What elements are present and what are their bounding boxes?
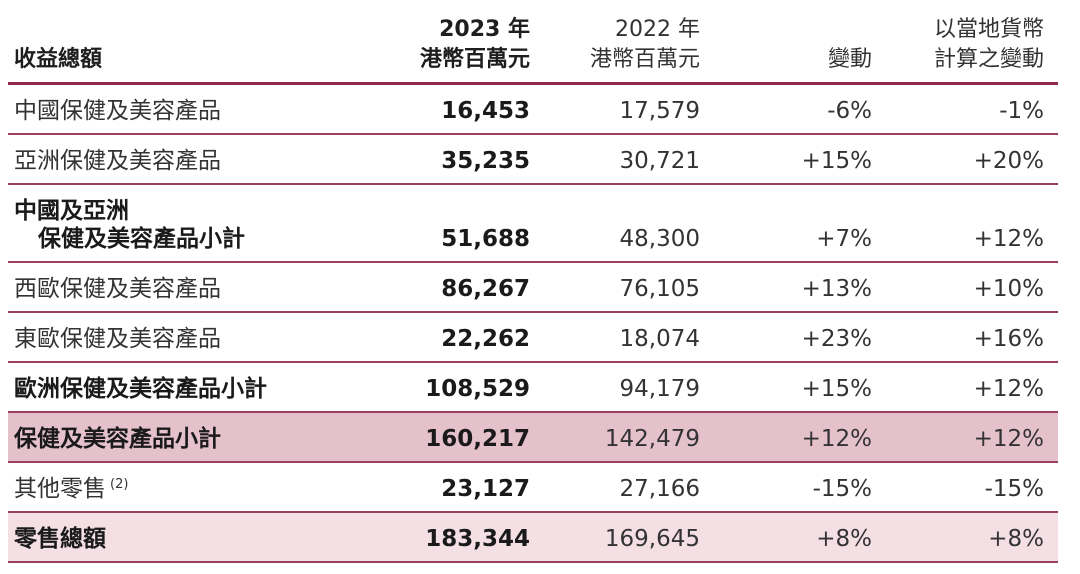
- header-2023-unit: 港幣百萬元: [419, 47, 530, 72]
- table-row-total: 零售總額 183,344 169,645 +8% +8%: [8, 513, 1058, 563]
- value-2022: 94,179: [619, 376, 700, 402]
- value-2022: 76,105: [619, 276, 700, 302]
- value-local-change: +16%: [973, 326, 1044, 352]
- header-local-change: 以當地貨幣 計算之變動: [934, 15, 1044, 75]
- header-label: 收益總額: [14, 47, 103, 72]
- value-2023: 23,127: [441, 476, 530, 502]
- table-row: 東歐保健及美容產品 22,262 18,074 +23% +16%: [8, 313, 1058, 363]
- row-label: 西歐保健及美容產品: [14, 276, 221, 302]
- value-local-change: +20%: [973, 148, 1044, 174]
- row-label: 中國保健及美容產品: [14, 98, 221, 124]
- row-label: 中國及亞洲 保健及美容產品小計: [14, 197, 245, 253]
- value-change: -15%: [812, 476, 872, 502]
- value-2022: 30,721: [619, 148, 700, 174]
- header-change: 變動: [827, 47, 872, 72]
- value-2022: 17,579: [619, 98, 700, 124]
- value-2022: 169,645: [604, 526, 700, 552]
- header-2022: 2022 年 港幣百萬元: [590, 15, 700, 75]
- header-2023-year: 2023 年: [439, 17, 530, 42]
- table-row: 亞洲保健及美容產品 35,235 30,721 +15% +20%: [8, 135, 1058, 185]
- row-label: 零售總額: [14, 526, 106, 552]
- row-label-line1: 中國及亞洲: [14, 198, 129, 224]
- header-2022-year: 2022 年: [615, 17, 700, 42]
- header-2023: 2023 年 港幣百萬元: [420, 15, 530, 75]
- table-row: 中國保健及美容產品 16,453 17,579 -6% -1%: [8, 85, 1058, 135]
- value-local-change: -15%: [984, 476, 1044, 502]
- value-local-change: +12%: [973, 376, 1044, 402]
- value-change: +13%: [801, 276, 872, 302]
- value-local-change: +10%: [973, 276, 1044, 302]
- table-row-subtotal: 歐洲保健及美容產品小計 108,529 94,179 +15% +12%: [8, 363, 1058, 413]
- value-change: +23%: [801, 326, 872, 352]
- revenue-table: 收益總額 2023 年 港幣百萬元 2022 年 港幣百萬元 變動 以當地貨幣 …: [8, 10, 1058, 563]
- value-2023: 183,344: [425, 526, 530, 552]
- value-change: +8%: [816, 526, 872, 552]
- row-label: 其他零售 (2): [14, 471, 128, 503]
- header-local-line1: 以當地貨幣: [933, 17, 1044, 42]
- value-change: +15%: [801, 148, 872, 174]
- value-2023: 35,235: [441, 148, 530, 174]
- value-2023: 86,267: [441, 276, 530, 302]
- value-local-change: +8%: [988, 526, 1044, 552]
- value-2023: 22,262: [441, 326, 530, 352]
- value-local-change: +12%: [973, 226, 1044, 252]
- value-2022: 18,074: [619, 326, 700, 352]
- value-2022: 27,166: [619, 476, 700, 502]
- value-2023: 16,453: [441, 98, 530, 124]
- value-local-change: +12%: [973, 426, 1044, 452]
- table-row: 其他零售 (2) 23,127 27,166 -15% -15%: [8, 463, 1058, 513]
- value-2023: 51,688: [441, 226, 530, 252]
- header-2022-unit: 港幣百萬元: [589, 47, 700, 72]
- value-2022: 142,479: [604, 426, 700, 452]
- value-change: +15%: [801, 376, 872, 402]
- value-2023: 160,217: [425, 426, 530, 452]
- footnote-marker: (2): [110, 477, 129, 492]
- value-2022: 48,300: [619, 226, 700, 252]
- value-change: +7%: [816, 226, 872, 252]
- value-change: -6%: [827, 98, 872, 124]
- value-local-change: -1%: [999, 98, 1044, 124]
- table-row-subtotal: 中國及亞洲 保健及美容產品小計 51,688 48,300 +7% +12%: [8, 185, 1058, 263]
- row-label: 亞洲保健及美容產品: [14, 148, 221, 174]
- value-change: +12%: [801, 426, 872, 452]
- row-label-text: 其他零售: [14, 476, 106, 502]
- row-label: 東歐保健及美容產品: [14, 326, 221, 352]
- row-label-line2: 保健及美容產品小計: [38, 226, 245, 252]
- row-label: 保健及美容產品小計: [14, 426, 221, 452]
- table-row-subtotal-highlight: 保健及美容產品小計 160,217 142,479 +12% +12%: [8, 413, 1058, 463]
- header-local-line2: 計算之變動: [933, 47, 1044, 72]
- value-2023: 108,529: [425, 376, 530, 402]
- table-row: 西歐保健及美容產品 86,267 76,105 +13% +10%: [8, 263, 1058, 313]
- row-label: 歐洲保健及美容產品小計: [14, 376, 267, 402]
- table-header: 收益總額 2023 年 港幣百萬元 2022 年 港幣百萬元 變動 以當地貨幣 …: [8, 10, 1058, 85]
